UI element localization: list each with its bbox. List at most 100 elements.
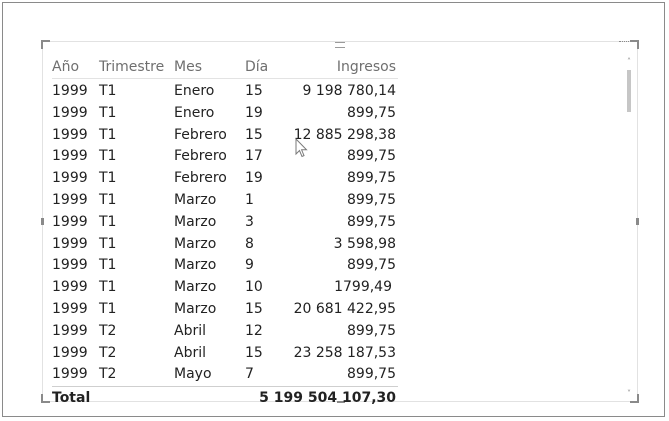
cell-mes: Mayo bbox=[174, 366, 212, 383]
cell-trimestre: T2 bbox=[99, 344, 117, 361]
cell-mes: Febrero bbox=[174, 170, 227, 187]
cell-ano: 1999 bbox=[52, 213, 88, 230]
total-divider bbox=[52, 386, 398, 388]
cell-mes: Febrero bbox=[174, 126, 227, 143]
cell-dia: 15 bbox=[245, 300, 263, 317]
table-row: 1999 T1 Marzo 1 899,75 bbox=[52, 189, 398, 211]
cell-trimestre: T1 bbox=[99, 126, 117, 143]
resize-handle-bottom[interactable] bbox=[337, 401, 345, 403]
drag-grip-icon[interactable] bbox=[335, 42, 345, 48]
cell-ano: 1999 bbox=[52, 148, 88, 165]
cell-ingresos: 899,75 bbox=[347, 104, 396, 121]
cell-ingresos: 899,75 bbox=[347, 148, 396, 165]
table-row: 1999 T1 Marzo 8 3 598,98 bbox=[52, 233, 398, 255]
cell-trimestre: T1 bbox=[99, 235, 117, 252]
cell-dia: 15 bbox=[245, 344, 263, 361]
cell-mes: Marzo bbox=[174, 213, 217, 230]
cell-mes: Febrero bbox=[174, 148, 227, 165]
chevron-down-icon[interactable]: ˅ bbox=[627, 389, 631, 398]
cell-ingresos: 23 258 187,53 bbox=[293, 344, 396, 361]
cell-ingresos: 899,75 bbox=[347, 170, 396, 187]
cell-dia: 9 bbox=[245, 257, 254, 274]
header-divider bbox=[52, 78, 398, 79]
cell-ano: 1999 bbox=[52, 344, 88, 361]
table-row: 1999 T1 Marzo 15 20 681 422,95 bbox=[52, 298, 398, 320]
table-visual[interactable]: Año Trimestre Mes Día Ingresos 1999 T1 E… bbox=[41, 40, 639, 406]
column-header-trimestre[interactable]: Trimestre bbox=[99, 59, 165, 75]
cell-mes: Enero bbox=[174, 104, 215, 121]
table-row: 1999 T1 Enero 15 9 198 780,14 bbox=[52, 80, 398, 102]
cell-ingresos: 3 598,98 bbox=[333, 235, 396, 252]
cell-ano: 1999 bbox=[52, 83, 88, 99]
table-row: 1999 T2 Mayo 7 899,75 bbox=[52, 363, 398, 385]
column-header-ano[interactable]: Año bbox=[52, 59, 80, 75]
cell-ingresos: 899,75 bbox=[347, 191, 396, 208]
cell-dia: 1 bbox=[245, 191, 254, 208]
cell-ano: 1999 bbox=[52, 126, 88, 143]
resize-handle-right[interactable] bbox=[636, 218, 639, 225]
cell-dia: 7 bbox=[245, 366, 254, 383]
cell-trimestre: T2 bbox=[99, 366, 117, 383]
scrollbar-thumb[interactable] bbox=[627, 70, 631, 112]
table-body: 1999 T1 Enero 15 9 198 780,14 1999 T1 En… bbox=[52, 80, 398, 385]
cell-trimestre: T1 bbox=[99, 170, 117, 187]
cell-ano: 1999 bbox=[52, 257, 88, 274]
report-canvas: Año Trimestre Mes Día Ingresos 1999 T1 E… bbox=[2, 2, 665, 417]
cell-dia: 3 bbox=[245, 213, 254, 230]
data-table: Año Trimestre Mes Día Ingresos 1999 T1 E… bbox=[52, 56, 398, 409]
cell-mes: Enero bbox=[174, 83, 215, 99]
table-row: 1999 T1 Febrero 19 899,75 bbox=[52, 167, 398, 189]
focus-mode-icon[interactable] bbox=[619, 41, 633, 44]
cell-trimestre: T1 bbox=[99, 104, 117, 121]
resize-handle-bottom-left[interactable] bbox=[41, 394, 50, 403]
cell-ano: 1999 bbox=[52, 104, 88, 121]
cell-ingresos: 899,75 bbox=[347, 322, 396, 339]
resize-handle-left[interactable] bbox=[41, 218, 44, 225]
cell-ano: 1999 bbox=[52, 279, 88, 296]
cell-dia: 15 bbox=[245, 126, 263, 143]
cell-mes: Abril bbox=[174, 322, 206, 339]
cell-ingresos: 12 885 298,38 bbox=[293, 126, 396, 143]
chevron-up-icon[interactable]: ˄ bbox=[627, 57, 631, 66]
cell-trimestre: T1 bbox=[99, 148, 117, 165]
cell-ano: 1999 bbox=[52, 322, 88, 339]
mouse-pointer-icon bbox=[295, 138, 308, 158]
cell-dia: 19 bbox=[245, 170, 263, 187]
cell-mes: Abril bbox=[174, 344, 206, 361]
cell-ano: 1999 bbox=[52, 170, 88, 187]
column-header-ingresos[interactable]: Ingresos bbox=[336, 59, 396, 75]
cell-trimestre: T1 bbox=[99, 213, 117, 230]
table-row: 1999 T1 Enero 19 899,75 bbox=[52, 102, 398, 124]
cell-dia: 17 bbox=[245, 148, 263, 165]
cell-trimestre: T1 bbox=[99, 300, 117, 317]
table-header-row: Año Trimestre Mes Día Ingresos bbox=[52, 56, 398, 78]
cell-dia: 8 bbox=[245, 235, 254, 252]
table-row: 1999 T2 Abril 15 23 258 187,53 bbox=[52, 342, 398, 364]
cell-trimestre: T2 bbox=[99, 322, 117, 339]
column-header-dia[interactable]: Día bbox=[245, 59, 269, 75]
cell-ingresos: 899,75 bbox=[347, 213, 396, 230]
cell-trimestre: T1 bbox=[99, 83, 117, 99]
table-row: 1999 T1 Marzo 10 1799,49 bbox=[52, 276, 398, 298]
cell-trimestre: T1 bbox=[99, 279, 117, 296]
cell-ingresos: 1799,49 bbox=[334, 279, 392, 296]
column-header-mes[interactable]: Mes bbox=[174, 59, 202, 75]
cell-trimestre: T1 bbox=[99, 257, 117, 274]
cell-mes: Marzo bbox=[174, 235, 217, 252]
table-row: 1999 T2 Abril 12 899,75 bbox=[52, 320, 398, 342]
resize-handle-top-right[interactable] bbox=[630, 40, 639, 49]
cell-mes: Marzo bbox=[174, 191, 217, 208]
cell-trimestre: T1 bbox=[99, 191, 117, 208]
resize-handle-bottom-right[interactable] bbox=[630, 394, 639, 403]
cell-ano: 1999 bbox=[52, 235, 88, 252]
cell-ingresos: 899,75 bbox=[347, 257, 396, 274]
cell-dia: 10 bbox=[245, 279, 263, 296]
vertical-scrollbar[interactable]: ˄ ˅ bbox=[625, 58, 633, 398]
table-total-row: Total 5 199 504 107,30 bbox=[52, 387, 398, 409]
cell-dia: 15 bbox=[245, 83, 263, 99]
cell-dia: 19 bbox=[245, 104, 263, 121]
cell-ano: 1999 bbox=[52, 300, 88, 317]
resize-handle-top-left[interactable] bbox=[41, 40, 50, 49]
cell-ano: 1999 bbox=[52, 366, 88, 383]
table-row: 1999 T1 Febrero 15 12 885 298,38 bbox=[52, 124, 398, 146]
